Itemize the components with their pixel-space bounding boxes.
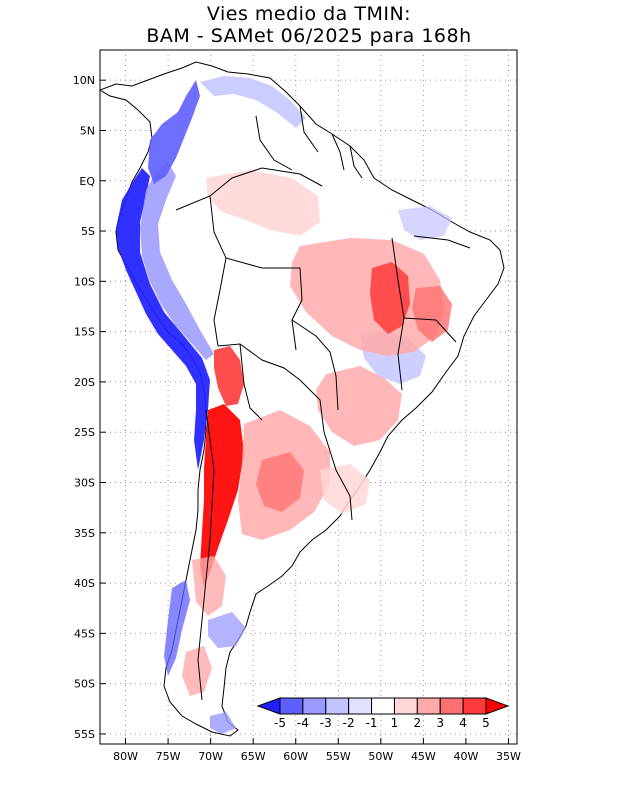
warm-bias-south-patagonia bbox=[182, 646, 212, 696]
colorbar-label: 5 bbox=[482, 716, 490, 730]
lat-tick-label: EQ bbox=[79, 175, 95, 188]
colorbar-swatch bbox=[439, 697, 464, 715]
warm-bias-tocantins bbox=[370, 262, 410, 334]
axis-ticks bbox=[100, 79, 509, 744]
colorbar-swatch bbox=[302, 697, 327, 715]
lon-tick-label: 75W bbox=[156, 750, 181, 763]
map-title-line-2: BAM - SAMet 06/2025 para 168h bbox=[146, 25, 472, 47]
cold-bias-colombia bbox=[148, 80, 200, 184]
lon-tick-label: 60W bbox=[283, 750, 308, 763]
lat-tick-label: 25S bbox=[74, 426, 95, 439]
colorbar-swatch bbox=[416, 697, 441, 715]
colorbar-label: -3 bbox=[320, 716, 332, 730]
lat-tick-label: 15S bbox=[74, 326, 95, 339]
warm-bias-amazon bbox=[206, 170, 320, 236]
warm-bias-patagonia bbox=[192, 556, 226, 616]
colorbar-label: -4 bbox=[297, 716, 309, 730]
warm-bias-southeast bbox=[316, 366, 402, 446]
lon-tick-label: 70W bbox=[198, 750, 223, 763]
map-title-line-1: Vies medio da TMIN: bbox=[206, 3, 412, 25]
colorbar-label: 3 bbox=[436, 716, 444, 730]
longitude-labels: 80W 75W 70W 65W 60W 55W 50W 45W 40W 35W bbox=[113, 750, 521, 763]
lat-tick-label: 5S bbox=[81, 225, 95, 238]
lon-tick-label: 65W bbox=[241, 750, 266, 763]
colorbar: -5 -4 -3 -2 -1 1 2 3 4 5 bbox=[256, 697, 510, 730]
lat-tick-label: 10N bbox=[73, 74, 95, 87]
lat-tick-label: 55S bbox=[74, 728, 95, 741]
warm-bias-andes-bolivia bbox=[214, 346, 244, 406]
lat-tick-label: 50S bbox=[74, 678, 95, 691]
lon-tick-label: 35W bbox=[496, 750, 521, 763]
lon-tick-label: 45W bbox=[411, 750, 436, 763]
warm-bias-bahia bbox=[412, 286, 452, 342]
cold-bias-patagonia bbox=[164, 580, 190, 676]
colorbar-label: 4 bbox=[459, 716, 467, 730]
warm-bias-uruguay bbox=[320, 464, 370, 514]
colorbar-swatch bbox=[325, 697, 350, 715]
cold-bias-patagonia-east bbox=[208, 612, 246, 648]
lon-tick-label: 40W bbox=[454, 750, 479, 763]
colorbar-swatch bbox=[393, 697, 418, 715]
lat-tick-label: 45S bbox=[74, 627, 95, 640]
colorbar-swatch bbox=[371, 697, 395, 715]
warm-bias-central-brazil bbox=[290, 238, 444, 356]
lat-tick-label: 5N bbox=[80, 124, 95, 137]
cold-bias-north-coast bbox=[200, 76, 306, 128]
colorbar-arrow-right bbox=[485, 697, 510, 715]
colorbar-swatch bbox=[462, 697, 487, 715]
colorbar-label: -2 bbox=[343, 716, 355, 730]
lon-tick-label: 55W bbox=[326, 750, 351, 763]
lat-tick-label: 30S bbox=[74, 476, 95, 489]
cold-bias-tierra-del-fuego bbox=[210, 712, 236, 734]
country-borders bbox=[175, 105, 471, 701]
lat-tick-label: 10S bbox=[74, 275, 95, 288]
lon-tick-label: 50W bbox=[368, 750, 393, 763]
cold-bias-west-coast-light bbox=[140, 162, 214, 360]
lat-tick-label: 20S bbox=[74, 376, 95, 389]
colorbar-label: 1 bbox=[391, 716, 399, 730]
cold-bias-brazil-northeast bbox=[398, 206, 452, 240]
colorbar-swatch bbox=[279, 697, 304, 715]
colorbar-label: -5 bbox=[274, 716, 286, 730]
warm-bias-pampas bbox=[256, 452, 304, 512]
colorbar-label: -1 bbox=[366, 716, 378, 730]
colorbar-label: 2 bbox=[414, 716, 422, 730]
lon-tick-label: 80W bbox=[113, 750, 138, 763]
lat-tick-label: 40S bbox=[74, 577, 95, 590]
colorbar-swatch bbox=[348, 697, 373, 715]
lat-tick-label: 35S bbox=[74, 527, 95, 540]
latitude-labels: 10N 5N EQ 5S 10S 15S 20S 25S 30S 35S 40S 45S 50S 55S bbox=[73, 74, 96, 741]
cold-bias-west-coast bbox=[116, 168, 210, 470]
